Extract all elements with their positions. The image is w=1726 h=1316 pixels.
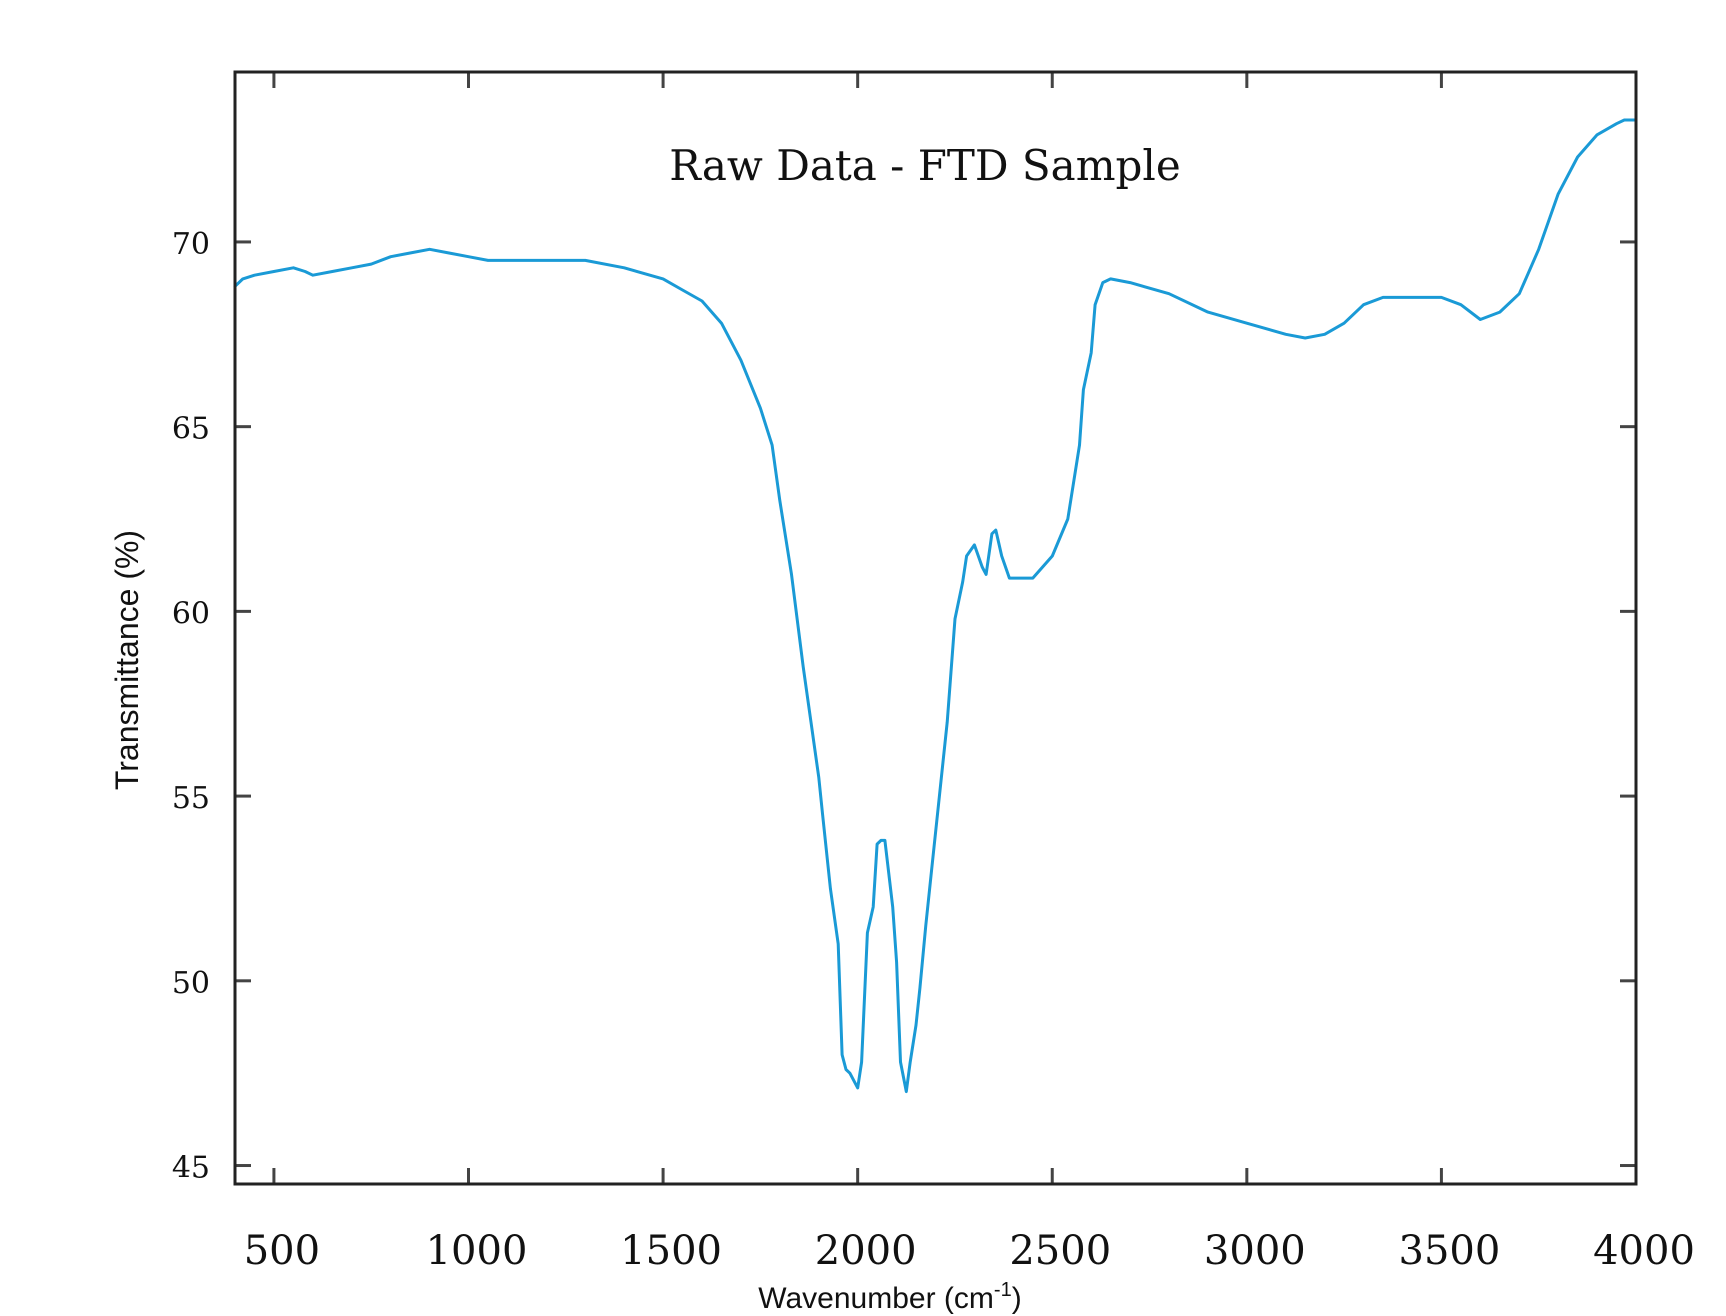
x-axis-label-text: Wavenumber (cm	[758, 1282, 994, 1315]
y-tick-label-1: 50	[172, 966, 210, 1001]
x-tick-label-2: 1500	[620, 1228, 722, 1274]
x-tick-label-3: 2000	[815, 1228, 917, 1274]
plot-frame	[233, 70, 1638, 1186]
x-axis-label: Wavenumber (cm-1)	[758, 1279, 1021, 1315]
tick-labels: 500 1000 1500 2000 2500 3000 3500 4000 45 50 55 60 6…	[172, 227, 1695, 1274]
x-tick-label-4: 2500	[1009, 1228, 1111, 1274]
ticks	[235, 72, 1638, 1184]
x-axis-label-end: )	[1012, 1282, 1022, 1315]
x-tick-label-6: 3500	[1399, 1228, 1501, 1274]
x-axis-label-sup: -1	[994, 1279, 1012, 1301]
x-tick-label-7: 4000	[1593, 1228, 1695, 1274]
x-tick-label-5: 3000	[1204, 1228, 1306, 1274]
series-line	[233, 118, 1638, 1094]
chart-title: Raw Data - FTD Sample	[669, 141, 1180, 190]
y-tick-label-5: 70	[172, 227, 210, 262]
y-tick-label-0: 45	[172, 1151, 210, 1186]
x-tick-label-0: 500	[244, 1228, 320, 1274]
y-axis-label: Transmittance (%)	[109, 530, 145, 790]
y-tick-label-4: 65	[172, 412, 210, 447]
y-tick-label-2: 55	[172, 781, 210, 816]
y-tick-label-3: 60	[172, 596, 210, 631]
x-tick-label-1: 1000	[426, 1228, 528, 1274]
